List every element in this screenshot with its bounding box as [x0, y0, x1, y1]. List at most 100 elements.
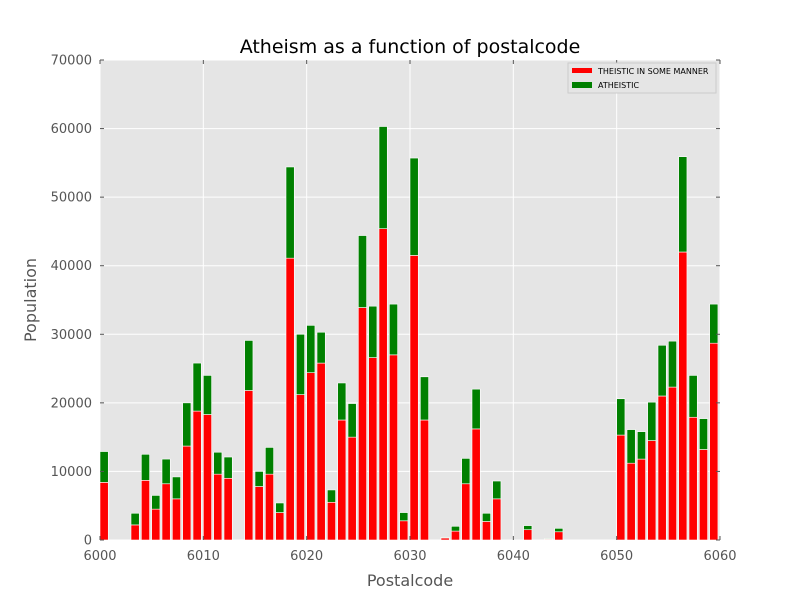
bar-theistic-6044	[554, 531, 564, 541]
bar-atheistic-6012	[223, 456, 233, 479]
bar-atheistic-6055	[668, 340, 677, 388]
bar-theistic-6033	[440, 537, 450, 541]
bar-atheistic-6004	[141, 453, 150, 481]
bar-atheistic-6030	[409, 157, 419, 256]
bar-theistic-6024	[347, 436, 357, 541]
bar-theistic-6034	[451, 530, 460, 541]
y-tick-label: 70000	[51, 54, 92, 69]
bar-atheistic-6036	[471, 388, 481, 430]
bar-atheistic-6007	[172, 476, 181, 500]
bar-atheistic-6054	[657, 344, 667, 397]
bar-atheistic-6029	[399, 512, 409, 522]
bar-theistic-6005	[151, 508, 161, 541]
bar-atheistic-6031	[420, 376, 429, 421]
x-tick-label: 6030	[393, 549, 426, 564]
bar-theistic-6051	[626, 462, 636, 541]
bar-theistic-6016	[265, 473, 274, 541]
bar-atheistic-6035	[461, 458, 471, 485]
bar-theistic-6010	[203, 414, 212, 541]
y-tick-label: 0	[84, 534, 92, 549]
bar-theistic-6053	[647, 440, 657, 541]
y-tick-label: 20000	[51, 396, 92, 411]
bar-atheistic-6019	[296, 333, 305, 395]
bar-atheistic-6043	[544, 538, 553, 540]
x-tick-label: 6040	[497, 549, 530, 564]
legend-label-theistic: THEISTIC IN SOME MANNER	[597, 67, 709, 76]
x-tick-label: 6010	[187, 549, 220, 564]
bar-theistic-6036	[471, 428, 481, 541]
bar-theistic-6057	[688, 416, 698, 541]
axes-layer: 6000 6010 6020 6030 6040 6050 6060 0 10000 20000 3…	[51, 54, 737, 565]
y-tick-label: 10000	[51, 465, 92, 480]
bar-theistic-6014	[244, 390, 254, 541]
bar-theistic-6003	[130, 524, 140, 541]
bar-theistic-6031	[420, 419, 429, 541]
legend-swatch-atheistic	[572, 82, 592, 88]
bar-atheistic-6021	[316, 331, 326, 364]
bar-theistic-6035	[461, 483, 471, 541]
bar-theistic-6029	[399, 520, 409, 541]
bar-atheistic-6025	[358, 235, 367, 308]
bar-atheistic-6015	[254, 471, 264, 487]
bar-atheistic-6056	[678, 156, 688, 253]
bar-theistic-6052	[637, 458, 646, 541]
bar-theistic-6025	[358, 307, 367, 541]
bar-atheistic-6034	[451, 525, 460, 532]
bar-theistic-6023	[337, 419, 347, 541]
legend-label-atheistic: ATHEISTIC	[598, 81, 639, 90]
legend-box	[567, 62, 717, 94]
bar-theistic-6056	[678, 251, 688, 541]
bar-atheistic-6058	[699, 418, 708, 450]
bar-theistic-6038	[492, 498, 502, 541]
bar-atheistic-6037	[482, 512, 491, 522]
x-tick-label: 6020	[290, 549, 323, 564]
bar-atheistic-6057	[688, 375, 698, 418]
x-tick-label: 6050	[600, 549, 633, 564]
bar-atheistic-6050	[616, 398, 626, 436]
bar-theistic-6026	[368, 357, 378, 541]
bar-atheistic-6011	[213, 451, 223, 475]
bar-atheistic-6022	[327, 489, 336, 503]
bar-theistic-6000	[99, 482, 109, 541]
bar-atheistic-6038	[492, 480, 502, 500]
bar-atheistic-6028	[389, 303, 398, 356]
bar-theistic-6030	[409, 255, 419, 541]
bar-theistic-6037	[482, 521, 491, 541]
bar-atheistic-6033	[440, 536, 450, 539]
bar-theistic-6018	[285, 257, 295, 541]
legend-swatch-theistic	[572, 68, 592, 73]
y-tick-label: 50000	[51, 191, 92, 206]
bar-atheistic-6016	[265, 447, 274, 475]
bar-theistic-6059	[709, 342, 719, 541]
bar-theistic-6009	[192, 410, 202, 541]
bar-atheistic-6041	[523, 525, 533, 531]
bar-atheistic-6053	[647, 401, 657, 441]
bar-theistic-6021	[316, 362, 326, 541]
bar-atheistic-6026	[368, 305, 378, 358]
legend: THEISTIC IN SOME MANNER ATHEISTIC	[567, 62, 717, 94]
bar-atheistic-6003	[130, 512, 140, 526]
bar-theistic-6041	[523, 529, 533, 541]
bar-atheistic-6018	[285, 166, 295, 259]
bars-layer	[99, 126, 719, 541]
bar-theistic-6004	[141, 480, 150, 541]
bar-atheistic-6052	[637, 431, 646, 460]
bar-theistic-6028	[389, 354, 398, 541]
bar-atheistic-6024	[347, 403, 357, 438]
bar-atheistic-6051	[626, 429, 636, 464]
y-tick-label: 30000	[51, 328, 92, 343]
bar-theistic-6050	[616, 434, 626, 541]
bar-theistic-6006	[161, 483, 171, 541]
bar-theistic-6054	[657, 395, 667, 541]
bar-theistic-6007	[172, 498, 181, 541]
bar-atheistic-6014	[244, 340, 254, 391]
x-tick-label: 6060	[703, 549, 736, 564]
bar-theistic-6055	[668, 386, 677, 541]
bar-theistic-6022	[327, 501, 336, 541]
bar-atheistic-6000	[99, 451, 109, 483]
bar-theistic-6017	[275, 512, 285, 541]
bar-atheistic-6006	[161, 458, 171, 485]
bar-atheistic-6059	[709, 303, 719, 344]
